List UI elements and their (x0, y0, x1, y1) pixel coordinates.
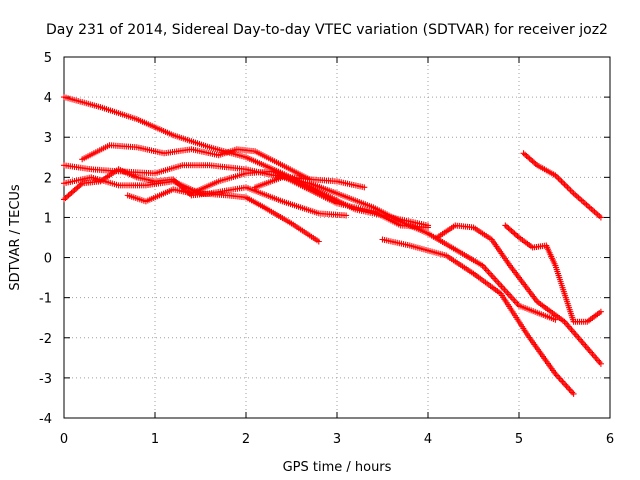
data-point (508, 227, 515, 234)
data-point (597, 214, 604, 221)
y-tick-label: -2 (39, 332, 52, 347)
series-arc-2 (79, 142, 313, 183)
data-point (563, 383, 570, 390)
data-point (520, 150, 527, 157)
data-point (503, 223, 510, 230)
data-point (76, 183, 83, 190)
data-point (511, 230, 518, 237)
data-point (559, 378, 566, 385)
series-arc-10 (502, 222, 604, 325)
series-arc-11 (520, 150, 604, 221)
data-point (512, 231, 519, 238)
data-point (509, 229, 516, 236)
x-tick-label: 2 (242, 432, 250, 447)
data-point (505, 225, 512, 232)
data-point (569, 389, 576, 396)
data-point (528, 156, 535, 163)
x-tick-label: 6 (606, 432, 614, 447)
data-point (556, 375, 563, 382)
y-tick-label: 3 (44, 131, 52, 146)
data-point (567, 387, 574, 394)
data-point (563, 182, 570, 189)
data-point (556, 176, 563, 183)
y-tick-label: -3 (39, 372, 52, 387)
data-point (70, 188, 77, 195)
series-arc-7 (252, 174, 559, 323)
data-point (570, 390, 577, 397)
data-point (559, 179, 566, 186)
data-point (529, 158, 536, 165)
y-axis-label: SDTVAR / TECUs (8, 184, 23, 291)
data-point (562, 381, 569, 388)
data-point (315, 238, 322, 245)
data-point (525, 154, 532, 161)
data-point (560, 380, 567, 387)
data-point (597, 308, 604, 315)
data-point (566, 386, 573, 393)
data-point (361, 184, 368, 191)
data-point (526, 155, 533, 162)
data-point (555, 175, 562, 182)
series-arc-8 (379, 236, 577, 397)
series-arc-6 (124, 168, 431, 231)
data-point (566, 185, 573, 192)
data-point (555, 373, 562, 380)
x-tick-label: 0 (60, 432, 68, 447)
y-tick-label: -1 (39, 292, 52, 307)
data-point (561, 181, 568, 188)
data-point (564, 184, 571, 191)
data-point (67, 191, 74, 198)
data-point (68, 189, 75, 196)
data-point (425, 224, 431, 231)
data-point (502, 222, 509, 229)
data-point (558, 377, 564, 384)
x-axis-label: GPS time / hours (283, 460, 392, 475)
data-point (523, 152, 530, 159)
data-point (506, 226, 513, 233)
data-point (569, 188, 576, 195)
data-point (343, 212, 350, 219)
data-point (552, 316, 559, 323)
data-point (531, 159, 538, 166)
x-tick-label: 5 (515, 432, 523, 447)
y-tick-label: 1 (44, 211, 52, 226)
y-tick-label: 4 (44, 91, 52, 106)
data-point (73, 185, 80, 192)
x-tick-label: 1 (151, 432, 159, 447)
x-tick-label: 4 (424, 432, 432, 447)
data-point (558, 178, 565, 185)
data-point (62, 195, 69, 202)
data-point (522, 151, 529, 158)
y-tick-label: 5 (44, 51, 52, 66)
data-point (65, 192, 72, 199)
data-point (64, 193, 71, 200)
data-point (61, 196, 67, 203)
y-tick-label: 0 (44, 252, 52, 267)
x-tick-label: 3 (333, 432, 341, 447)
y-tick-label: 2 (44, 171, 52, 186)
series-arc-3 (61, 174, 322, 245)
data-point (74, 184, 81, 191)
data-point (567, 187, 574, 194)
series-arc-9 (434, 222, 604, 367)
data-point (565, 384, 571, 391)
chart-title: Day 231 of 2014, Sidereal Day-to-day VTE… (46, 22, 608, 38)
data-point (597, 360, 604, 367)
y-tick-label: -4 (39, 412, 52, 427)
data-point (71, 187, 78, 194)
series-arc-4 (61, 166, 350, 219)
